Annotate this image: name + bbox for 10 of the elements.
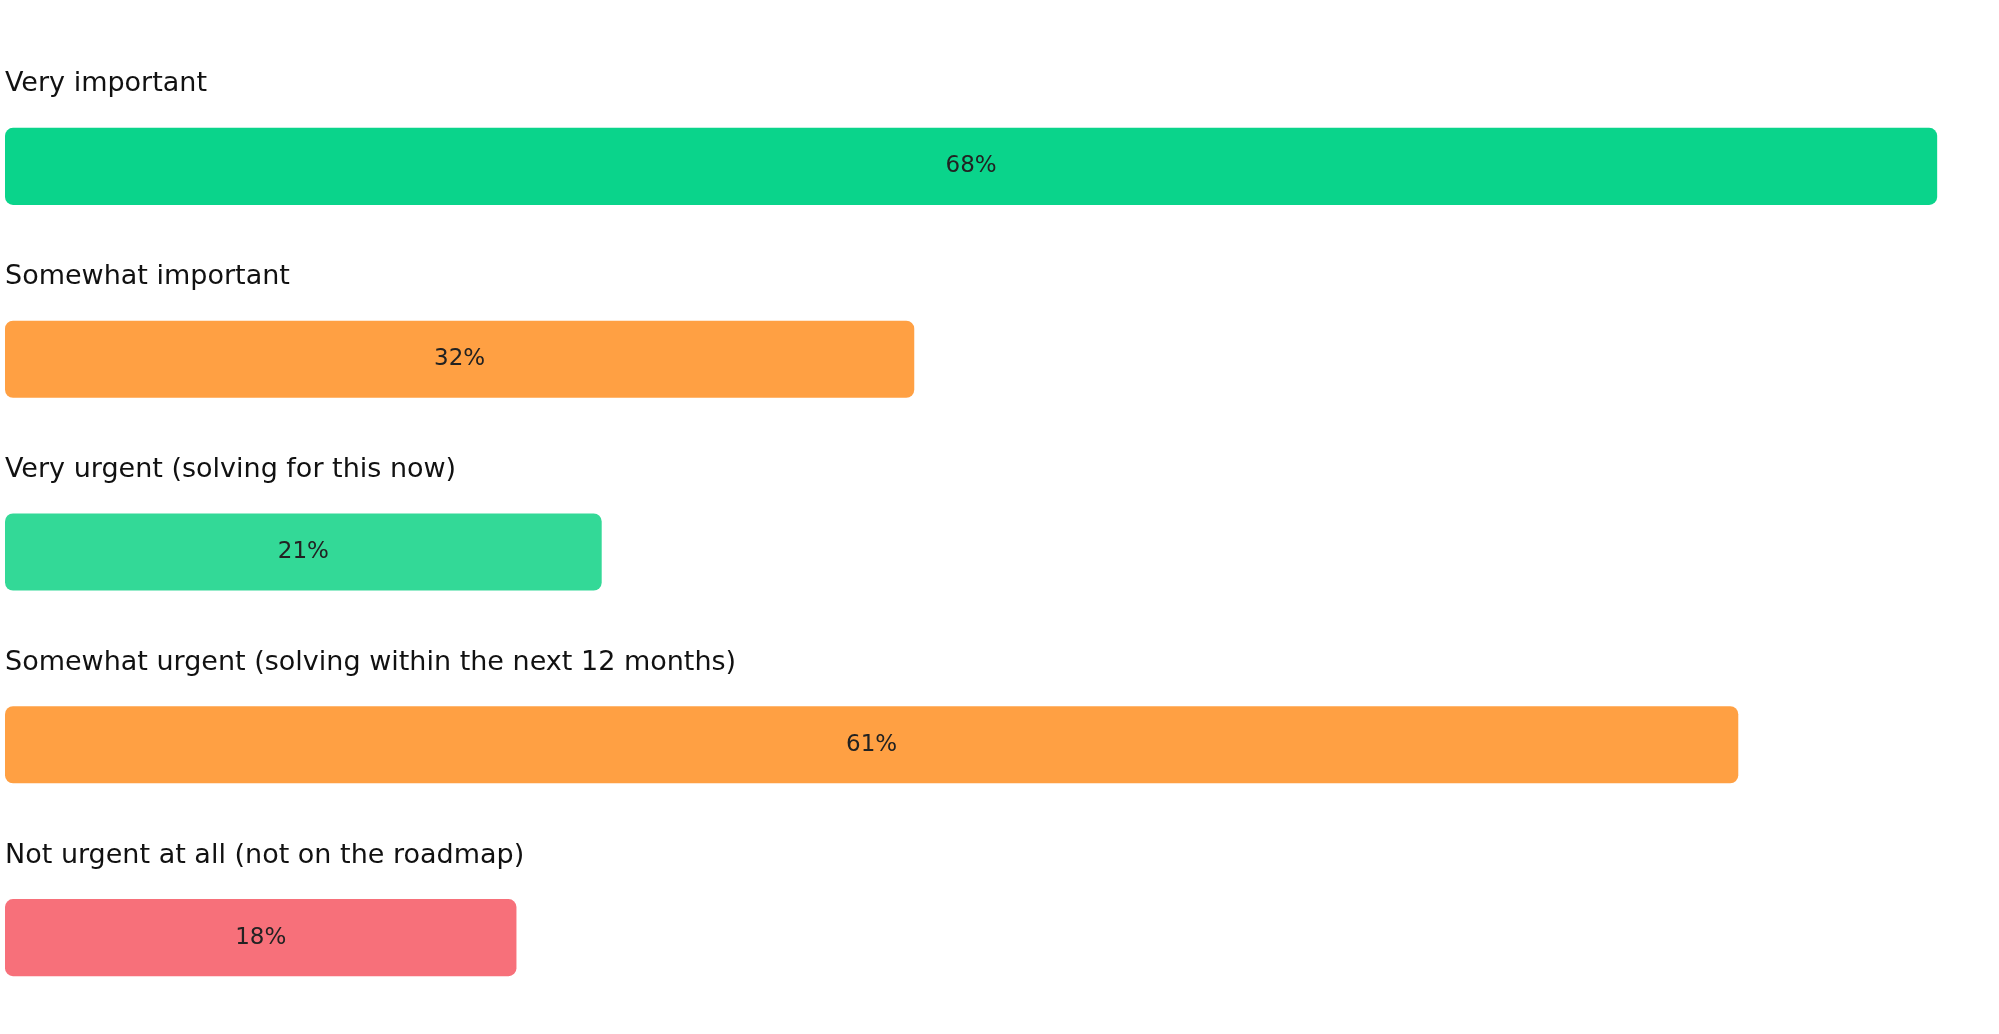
data-label: 32%: [434, 344, 486, 371]
data-label: 18%: [235, 922, 287, 949]
data-label: 61%: [846, 729, 898, 756]
y-tick-label: Very urgent (solving for this now): [5, 451, 457, 483]
data-label: 68%: [945, 151, 997, 178]
y-tick-label: Very important: [5, 66, 208, 98]
y-tick-label: Somewhat important: [5, 259, 290, 291]
data-label: 21%: [277, 536, 329, 563]
y-tick-label: Not urgent at all (not on the roadmap): [5, 837, 525, 869]
y-tick-label: Somewhat urgent (solving within the next 12 months): [5, 644, 737, 676]
